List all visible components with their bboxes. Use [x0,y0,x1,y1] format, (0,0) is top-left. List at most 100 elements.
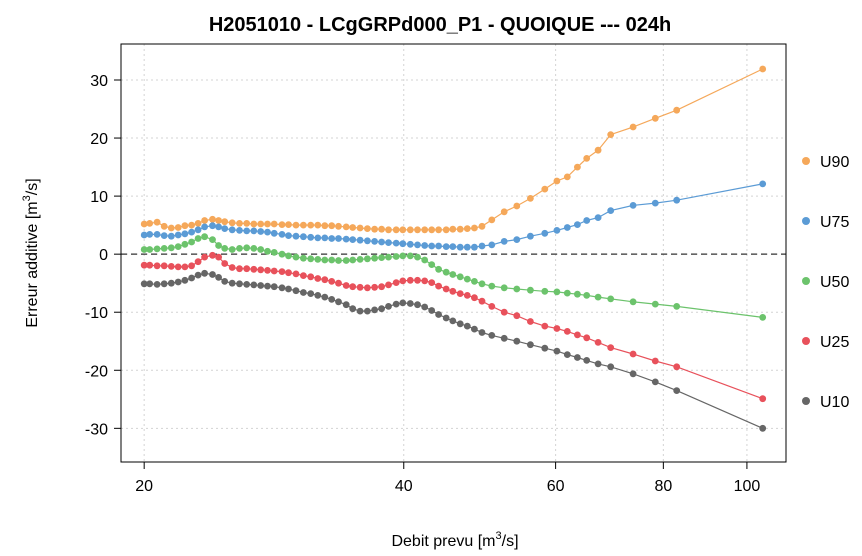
data-point-u50 [378,254,385,261]
data-point-u75 [471,243,478,251]
data-point-u10 [574,354,581,361]
legend-label: U10 [820,394,849,411]
data-point-u50 [153,245,161,253]
x-tick-label: 40 [395,478,413,495]
legend: U90 U75 U50 U25 U10 [802,154,849,411]
data-point-u75 [456,243,464,251]
data-point-u10 [435,311,442,318]
data-point-u50 [456,273,464,281]
data-point-u75 [392,239,400,247]
data-point-u90 [406,226,414,234]
data-point-u75 [314,234,322,242]
data-point-u50 [228,246,236,253]
data-point-u75 [759,180,767,188]
data-point-u50 [307,255,315,263]
data-point-u25 [392,279,400,286]
data-point-u10 [201,269,209,277]
data-point-u75 [342,235,350,243]
data-point-u75 [307,233,315,241]
data-point-u90 [392,226,400,234]
data-point-u25 [278,268,286,275]
data-point-u10 [392,300,400,308]
data-point-u75 [140,231,148,239]
data-point-u50 [243,244,251,252]
data-point-u75 [209,222,216,230]
data-point-u75 [607,207,615,215]
y-tick-label: 30 [90,73,108,90]
data-point-u25 [160,262,168,270]
data-point-u25 [356,283,364,291]
data-point-u90 [527,195,534,202]
data-point-u25 [153,262,161,270]
data-point-u50 [188,238,196,246]
data-point-u25 [449,287,457,295]
data-point-u25 [513,312,521,320]
data-point-u75 [399,240,407,248]
x-axis-label-main: Debit prevu [m [391,533,495,550]
data-point-u25 [421,277,429,285]
y-tick-label: -10 [85,305,108,322]
data-point-u25 [215,253,223,261]
series-u50 [140,233,767,321]
data-point-u75 [500,238,508,245]
data-point-u90 [583,155,591,162]
data-point-u50 [250,245,258,252]
y-tick-label: 10 [90,189,108,206]
data-point-u25 [527,318,534,325]
data-point-u90 [215,217,223,224]
data-point-u75 [574,221,581,229]
data-point-u90 [250,220,258,228]
data-point-u25 [285,269,292,277]
data-point-u75 [300,233,307,241]
data-point-u50 [270,249,278,256]
data-point-u50 [201,233,209,241]
data-point-u10 [250,281,258,289]
x-tick-label: 20 [135,478,153,495]
data-point-u50 [264,247,271,255]
data-point-u25 [399,277,407,285]
data-point-u50 [321,256,329,264]
data-point-u90 [221,218,229,226]
data-point-u90 [236,220,243,227]
data-point-u50 [406,252,414,260]
data-point-u90 [574,163,581,171]
data-point-u75 [421,242,429,249]
data-point-u90 [321,222,329,230]
data-point-u90 [160,222,168,230]
data-point-u50 [236,245,243,252]
data-point-u10 [500,334,508,342]
data-point-u75 [563,224,571,231]
data-point-u90 [292,221,300,229]
data-point-u75 [292,232,300,240]
data-point-u25 [270,267,278,275]
data-point-u10 [215,274,223,281]
data-point-u10 [209,271,216,278]
data-point-u50 [421,256,429,264]
data-point-u25 [228,264,236,271]
data-point-u90 [188,221,196,229]
data-point-u75 [215,223,223,231]
data-point-u25 [583,334,591,342]
data-point-u90 [307,221,315,229]
data-point-u50 [356,256,364,263]
data-point-u25 [335,279,342,287]
data-point-u50 [371,254,378,262]
x-tick-label: 100 [734,478,761,495]
data-point-u10 [264,282,271,290]
grid-lines [121,44,786,462]
data-point-u50 [335,257,342,264]
data-point-u90 [463,225,471,233]
legend-item-u75: U75 [802,214,849,231]
data-point-u50 [292,253,300,261]
data-point-u25 [428,279,436,286]
data-point-u25 [406,276,414,284]
data-point-u10 [406,300,414,307]
data-point-u25 [673,363,681,371]
data-point-u90 [607,131,615,139]
data-point-u25 [300,272,307,279]
data-point-u25 [607,344,615,351]
data-point-u90 [257,220,265,228]
data-point-u25 [209,251,216,259]
data-point-u10 [257,282,265,289]
data-point-u50 [140,246,148,253]
